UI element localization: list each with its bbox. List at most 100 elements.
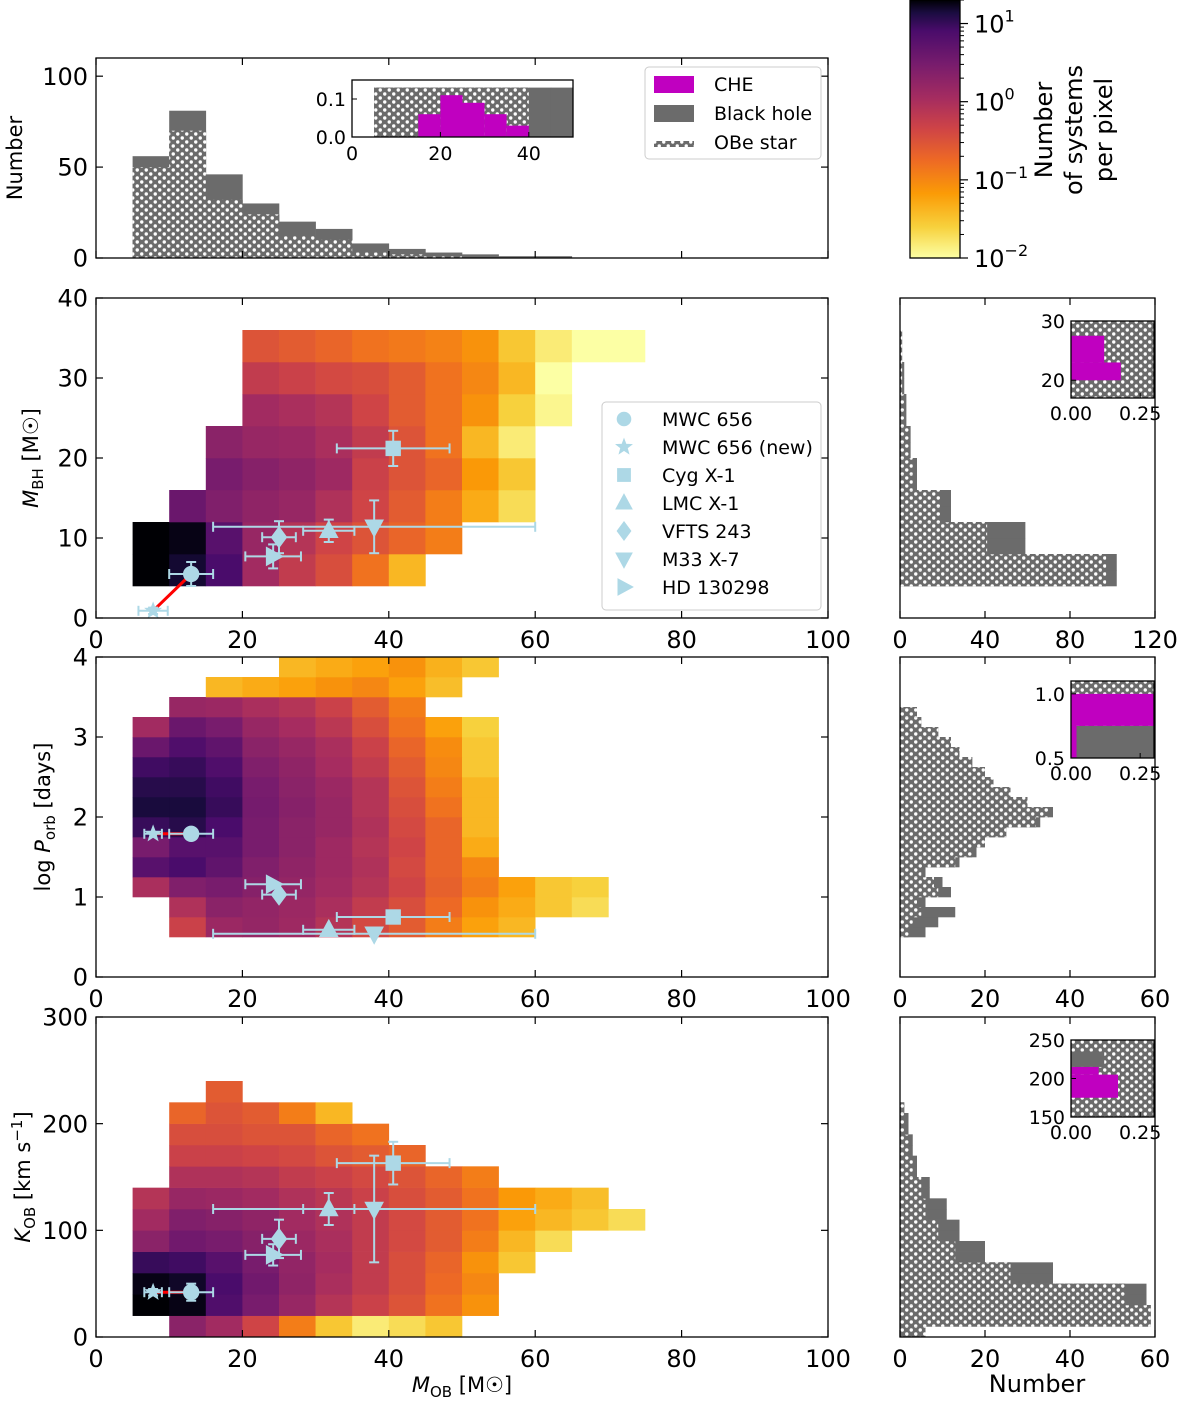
heatmap-cell <box>388 490 426 523</box>
bar-obe-star <box>900 927 909 938</box>
heatmap-cell <box>462 737 499 758</box>
heatmap-cell <box>571 1209 609 1231</box>
bar-obe-star <box>900 378 903 395</box>
bar-obe-star <box>900 1326 926 1338</box>
point-vfts-243-marker <box>270 526 288 549</box>
heatmap-cell <box>462 1187 499 1210</box>
heatmap-cell <box>388 657 426 678</box>
bar-obe-star <box>900 1241 956 1252</box>
heatmap-cell <box>279 330 316 363</box>
heat-kob-xlabel-part: ☉ <box>485 1373 504 1397</box>
heat-porb-ytick-label: 4 <box>73 644 88 672</box>
heatmap-cell <box>169 697 207 718</box>
heatmap-cell <box>315 490 353 523</box>
bar-obe-star <box>205 199 243 258</box>
heatmap-cell <box>169 1166 207 1188</box>
heatmap-cell <box>571 877 609 898</box>
heatmap-cell <box>279 1145 316 1167</box>
heatmap-cell <box>388 1294 426 1316</box>
side-mbh-xtick-label: 120 <box>1132 626 1178 654</box>
side-kob-xtick-label: 20 <box>970 1345 1001 1373</box>
heatmap-cell <box>498 1209 536 1231</box>
heatmap-cell <box>279 657 316 678</box>
heatmap-cell <box>388 1315 426 1338</box>
heatmap-cell <box>425 458 463 491</box>
colorbar-tick-exp: −1 <box>1005 163 1029 182</box>
heatmap-cell <box>315 1102 353 1124</box>
heatmap-cell <box>132 757 170 778</box>
point-mwc-656-marker <box>183 565 200 583</box>
heat-mbh-ytick-label: 40 <box>57 285 88 313</box>
point-hd-130298-marker <box>265 874 285 895</box>
heatmap-cell <box>388 1187 426 1210</box>
heatmap-cell <box>279 1187 316 1210</box>
heatmap-cell <box>608 330 646 363</box>
heatmap-cell <box>498 426 536 459</box>
heatmap-cell <box>242 490 280 523</box>
heatmap-cell <box>315 797 353 818</box>
heat-porb-xtick-label: 100 <box>805 985 851 1013</box>
heatmap-cell <box>462 917 499 938</box>
heat-porb-ytick-label: 2 <box>73 804 88 832</box>
heatmap-cell <box>279 917 316 938</box>
heat-kob-ytick-label: 300 <box>42 1004 88 1032</box>
heatmap-cell <box>169 737 207 758</box>
heatmap-cell <box>352 817 390 838</box>
inset-ytick-label: 0.1 <box>316 89 346 111</box>
heatmap-cell <box>279 1273 316 1295</box>
inset-xtick-label: 20 <box>428 143 452 165</box>
heatmap-cell <box>205 426 243 459</box>
heatmap-cell <box>388 797 426 818</box>
heatmap-cell <box>169 1294 207 1316</box>
heat-kob-ylabel: KOB [km s−1] <box>8 1111 39 1242</box>
heat-kob-xlabel-part: [M <box>452 1373 485 1397</box>
heat-mbh-xtick-label: 0 <box>88 626 103 654</box>
point-lmc-x-1-marker <box>318 519 339 539</box>
heatmap-cell <box>425 490 463 523</box>
heatmap-cell <box>279 1315 316 1338</box>
heatmap-cell <box>425 917 463 938</box>
inset-frame <box>351 79 574 138</box>
bar-obe-star <box>900 458 913 475</box>
heatmap-cell <box>535 877 573 898</box>
heatmap-cell <box>388 677 426 698</box>
bar-obe-star <box>352 252 390 258</box>
heatmap-cell <box>425 394 463 427</box>
heatmap-cell <box>242 1166 280 1188</box>
bar-obe-star <box>900 877 934 888</box>
heatmap-cell <box>132 1251 170 1274</box>
colorbar-gradient <box>910 0 960 258</box>
heatmap-cell <box>498 1251 536 1274</box>
inset-che-bar <box>418 114 441 137</box>
heatmap-cell <box>352 1294 390 1316</box>
heatmap-cell <box>205 1145 243 1167</box>
legend-marker-triangle-right <box>617 578 634 596</box>
bar-obe-star <box>900 1315 1151 1327</box>
heatmap-cell <box>352 677 390 698</box>
points-legend-label: HD 130298 <box>662 577 770 599</box>
heatmap-cell <box>498 917 536 938</box>
heatmap-cell <box>425 677 463 698</box>
heatmap-cell <box>352 1209 390 1231</box>
heatmap-cell <box>279 797 316 818</box>
inset-che-bar <box>484 114 507 137</box>
heatmap-cell <box>462 1166 499 1188</box>
point-lmc-x-1-marker <box>318 1198 339 1217</box>
heatmap-cell <box>279 1123 316 1146</box>
heatmap-cell <box>242 1315 280 1338</box>
inset-black-hole-bar <box>1071 1051 1105 1067</box>
heatmap-cell <box>315 1315 353 1338</box>
heatmap-cell <box>425 857 463 878</box>
heatmap-cell <box>242 1187 280 1210</box>
heatmap-cell <box>279 737 316 758</box>
heatmap-cell <box>169 777 207 798</box>
inset-xtick-label: 0.00 <box>1050 403 1092 425</box>
heatmap-cell <box>205 697 243 718</box>
heatmap-cell <box>425 1230 463 1252</box>
heatmap-cell <box>279 837 316 858</box>
heatmap-cell <box>315 394 353 427</box>
heatmap-cell <box>242 458 280 491</box>
heatmap-cell <box>498 877 536 898</box>
